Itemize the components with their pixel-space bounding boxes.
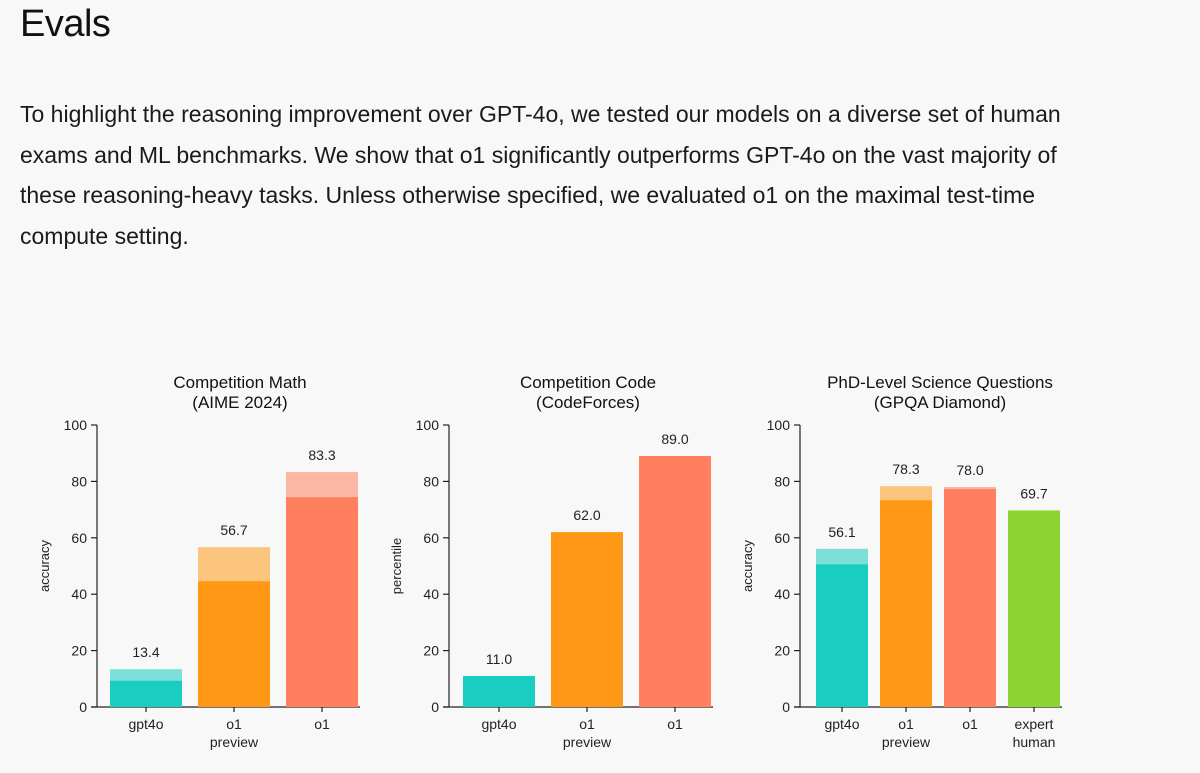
chart-subtitle: (CodeForces) bbox=[536, 393, 640, 412]
y-tick-label: 80 bbox=[71, 473, 87, 489]
y-tick-label: 0 bbox=[79, 699, 87, 715]
y-tick-label: 100 bbox=[767, 417, 791, 433]
y-tick-label: 60 bbox=[71, 530, 87, 546]
intro-paragraph: To highlight the reasoning improvement o… bbox=[20, 101, 1061, 249]
y-tick-label: 40 bbox=[423, 586, 439, 602]
y-tick-label: 0 bbox=[782, 699, 790, 715]
y-tick-label: 60 bbox=[774, 530, 790, 546]
bar-expert-human bbox=[1008, 510, 1060, 707]
y-tick-label: 20 bbox=[71, 643, 87, 659]
x-category-label: o1 bbox=[314, 716, 330, 732]
bar-o1-preview bbox=[551, 532, 623, 707]
bar-o1 bbox=[639, 456, 711, 707]
bar-o1 bbox=[944, 489, 996, 707]
bar-value-label: 89.0 bbox=[661, 431, 688, 447]
y-tick-label: 40 bbox=[71, 586, 87, 602]
bar-value-label: 56.1 bbox=[828, 524, 855, 540]
bar-value-label: 69.7 bbox=[1020, 485, 1047, 501]
page-title: Evals bbox=[20, 3, 111, 45]
bar-gpt4o bbox=[110, 680, 182, 707]
y-tick-label: 20 bbox=[774, 643, 790, 659]
bar-value-label: 13.4 bbox=[132, 644, 159, 660]
bar-value-label: 83.3 bbox=[308, 447, 335, 463]
chart-subtitle: (AIME 2024) bbox=[192, 393, 287, 412]
bar-value-label: 78.3 bbox=[892, 461, 919, 477]
x-category-label: o1 bbox=[898, 716, 914, 732]
charts-area: Competition Math (AIME 2024) 0 20 40 60 80 100 a… bbox=[0, 360, 1200, 768]
y-tick-label: 40 bbox=[774, 586, 790, 602]
x-category-label: o1 bbox=[962, 716, 978, 732]
x-category-label: preview bbox=[210, 734, 259, 750]
y-axis-label: accuracy bbox=[740, 539, 755, 592]
x-category-label: preview bbox=[563, 734, 612, 750]
chart-title: PhD-Level Science Questions bbox=[827, 373, 1053, 392]
bar-value-label: 62.0 bbox=[573, 507, 600, 523]
y-axis-label: accuracy bbox=[37, 539, 52, 592]
y-tick-label: 100 bbox=[64, 417, 88, 433]
bar-value-label: 78.0 bbox=[956, 462, 983, 478]
x-category-label: gpt4o bbox=[481, 716, 516, 732]
x-category-label: preview bbox=[882, 734, 931, 750]
y-tick-label: 20 bbox=[423, 643, 439, 659]
bar-value-label: 11.0 bbox=[486, 651, 512, 667]
x-category-label: o1 bbox=[226, 716, 242, 732]
x-category-label: expert bbox=[1015, 716, 1054, 732]
bar-value-label: 56.7 bbox=[220, 522, 247, 538]
y-tick-label: 0 bbox=[431, 699, 439, 715]
benchmark-charts: Competition Math(AIME 2024) 0 20 40 60 80 100 a… bbox=[37, 373, 1062, 750]
bar-gpt4o bbox=[463, 675, 535, 707]
y-tick-label: 80 bbox=[423, 473, 439, 489]
chart-title: Competition Code bbox=[520, 373, 656, 392]
x-category-label: gpt4o bbox=[824, 716, 859, 732]
bar-o1-preview bbox=[880, 500, 932, 707]
bar-o1-preview bbox=[198, 581, 270, 707]
bar-o1 bbox=[286, 497, 358, 707]
y-axis-label: percentile bbox=[389, 538, 404, 594]
y-tick-label: 100 bbox=[416, 417, 440, 433]
chart-title: Competition Math bbox=[173, 373, 306, 392]
x-category-label: o1 bbox=[579, 716, 595, 732]
x-category-label: o1 bbox=[667, 716, 683, 732]
y-tick-label: 60 bbox=[423, 530, 439, 546]
bar-gpt4o bbox=[816, 564, 868, 707]
x-category-label: human bbox=[1013, 734, 1056, 750]
x-category-label: gpt4o bbox=[128, 716, 163, 732]
y-tick-label: 80 bbox=[774, 473, 790, 489]
chart-subtitle: (GPQA Diamond) bbox=[874, 393, 1006, 412]
